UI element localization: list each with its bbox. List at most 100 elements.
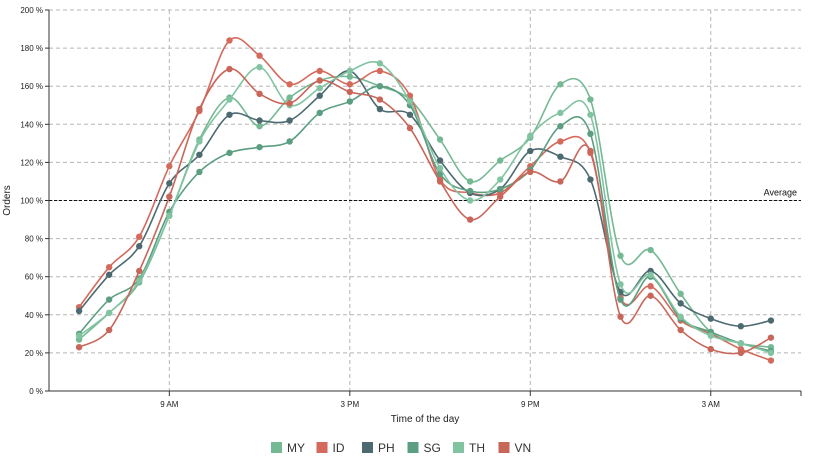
y-tick-label: 100 % [20,197,43,206]
legend-item-ph: PH [362,441,395,455]
data-point-th [527,132,534,139]
y-axis-title: Orders [2,185,13,216]
data-point-th [707,332,714,339]
data-point-th [617,281,624,288]
data-point-vn [647,292,654,299]
series-line-vn [78,68,772,355]
data-point-vn [286,100,293,107]
data-point-my [466,178,474,185]
data-point-vn [136,267,143,275]
data-point-my [617,252,624,259]
data-point-sg [436,170,444,178]
data-point-my [557,81,564,88]
data-point-id [286,81,293,88]
data-point-sg [346,98,353,105]
data-point-vn [436,178,444,185]
data-point-id [647,283,654,290]
legend-item-th: TH [453,441,485,455]
data-point-ph [226,111,233,118]
data-point-ph [587,176,594,183]
data-point-vn [406,124,414,132]
data-point-vn [527,168,534,176]
data-point-ph [376,105,384,113]
legend-label-sg: SG [424,441,441,455]
data-point-ph [105,271,113,278]
data-point-th [166,212,173,219]
data-point-my [286,94,293,101]
data-point-sg [226,149,233,157]
data-point-vn [226,65,233,73]
legend-label-vn: VN [515,441,532,455]
y-tick-label: 120 % [20,158,43,167]
data-point-vn [256,90,263,98]
series-ph [75,67,775,330]
series-line-th [78,61,772,354]
x-tick-label: 9 PM [521,400,540,409]
data-point-vn [707,345,714,353]
data-point-id [767,357,775,364]
data-point-id [557,138,564,145]
legend-swatch-my [271,442,282,453]
data-point-sg [587,130,594,138]
data-point-ph [436,157,444,164]
data-point-th [557,109,564,117]
data-point-th [767,349,775,357]
data-point-th [196,138,203,145]
data-point-sg [617,296,624,303]
y-tick-label: 140 % [20,120,43,129]
legend-item-vn: VN [498,441,532,455]
data-point-ph [286,117,293,124]
data-point-ph [557,153,564,160]
legend-label-my: MY [287,441,305,455]
data-point-my [677,290,684,298]
legend-swatch-th [453,442,464,453]
data-point-vn [75,343,83,351]
y-tick-label: 160 % [20,82,43,91]
data-point-vn [316,77,323,84]
y-tick-label: 60 % [25,273,43,282]
legend-item-sg: SG [407,441,441,455]
data-point-th [136,277,143,284]
data-point-th [737,340,745,347]
series-line-ph [78,70,772,328]
data-point-th [497,176,504,183]
data-point-vn [557,178,564,185]
legend-label-th: TH [469,441,485,455]
legend-label-id: ID [333,441,345,455]
series [75,37,775,364]
data-point-id [256,52,263,59]
data-point-sg [286,138,293,145]
data-point-ph [166,180,173,187]
data-point-vn [677,326,684,334]
data-point-th [316,84,323,92]
data-point-th [346,67,353,75]
y-tick-label: 200 % [20,6,43,15]
data-point-ph [767,317,775,324]
y-tick-label: 80 % [25,235,43,244]
legend-swatch-id [316,442,328,453]
axes: 0 % 20 % 40 % 60 % 80 % 100 % 120 % 140 % 160 % 1… [20,6,802,409]
legend-item-id: ID [316,441,345,455]
y-tick-label: 40 % [25,311,43,320]
data-point-vn [617,313,624,320]
data-point-sg [466,187,474,195]
data-point-ph [136,243,143,250]
data-point-my [436,136,444,143]
data-point-th [406,98,414,105]
series-th [75,60,775,357]
data-point-sg [196,168,203,176]
data-point-sg [105,296,113,303]
data-point-th [105,309,113,317]
data-point-id [166,163,173,170]
data-point-my [647,246,654,254]
data-point-ph [256,117,263,124]
y-tick-label: 180 % [20,44,43,53]
series-my [75,73,775,351]
data-point-th [677,313,684,320]
data-point-th [75,332,83,339]
data-point-vn [376,96,384,103]
series-line-my [78,75,772,348]
legend-item-my: MY [271,441,305,455]
data-point-ph [707,315,714,322]
data-point-my [497,157,504,164]
